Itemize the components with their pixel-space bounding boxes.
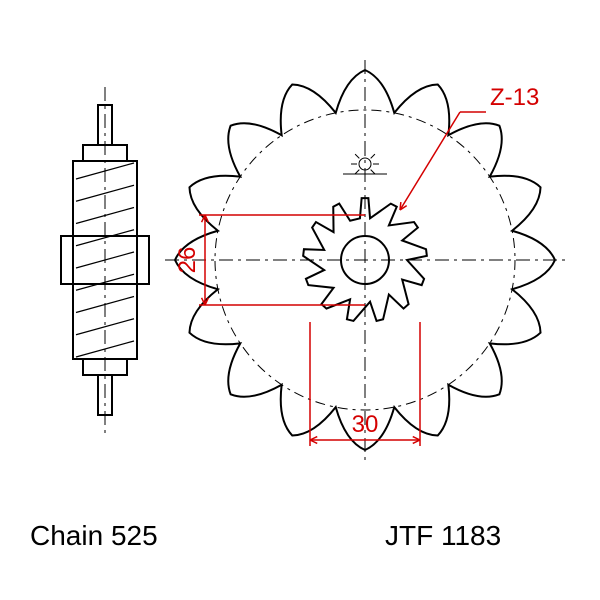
svg-text:26: 26: [174, 247, 201, 274]
svg-text:Z-13: Z-13: [490, 84, 539, 111]
sprocket-diagram: 26 30 Z-13 Chain 525 JTF 1183: [0, 0, 600, 600]
chain-label: Chain 525: [30, 520, 158, 551]
part-number: JTF 1183: [385, 520, 501, 551]
svg-text:30: 30: [352, 411, 379, 438]
